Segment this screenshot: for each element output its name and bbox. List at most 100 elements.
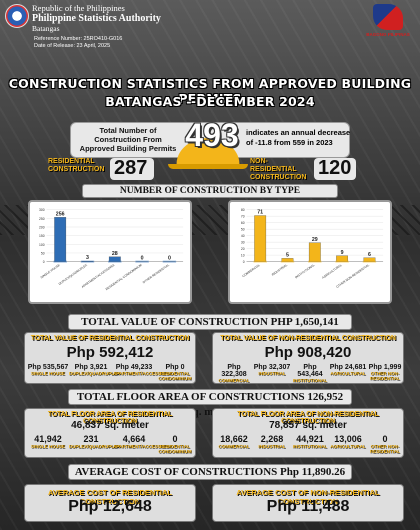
- avg-cost-header: AVERAGE COST OF CONSTRUCTIONS Php 11,890…: [68, 464, 352, 480]
- bagong-pilipinas-text: BAGONG PILIPINAS: [366, 32, 410, 37]
- nonresidential-floor-title: TOTAL FLOOR AREA OF NON-RESIDENTIAL CONS…: [237, 411, 379, 425]
- bar-base: [308, 260, 322, 263]
- residential-avg-title: AVERAGE COST OF RESIDENTIAL CONSTRUCTION: [47, 488, 173, 506]
- bar-base: [108, 260, 122, 263]
- residential-floor-card: TOTAL FLOOR AREA OF RESIDENTIAL CONSTRUC…: [24, 408, 196, 458]
- data-label: 71: [257, 210, 263, 216]
- residential-value-title: TOTAL VALUE OF RESIDENTIAL CONSTRUCTION: [30, 335, 190, 342]
- bar: [54, 217, 67, 262]
- value-res-item: Php 49,233 APARTMENT/ACCESSORIA: [113, 364, 173, 376]
- residential-avg-card: AVERAGE COST OF RESIDENTIAL CONSTRUCTION…: [24, 484, 196, 522]
- y-tick-label: 100: [39, 243, 45, 247]
- residential-floor-title: TOTAL FLOOR AREA OF RESIDENTIAL CONSTRUC…: [47, 411, 173, 425]
- agency-name: Philippine Statistics Authority: [32, 13, 161, 24]
- category-label: COMMERCIAL: [241, 263, 261, 278]
- hard-hat-icon: [168, 131, 248, 169]
- category-label: INSTITUTIONAL: [294, 263, 315, 280]
- nonresidential-value-card: TOTAL VALUE OF NON-RESIDENTIAL CONSTRUCT…: [212, 332, 404, 384]
- nonresidential-value-total: Php 908,420: [264, 344, 352, 361]
- y-tick-label: 80: [241, 208, 245, 212]
- value-res-item: Php 0 RESIDENTIAL CONDOMINIUM: [158, 364, 192, 381]
- floor-res-item: 231 DUPLEX/QUADRUPLEX: [69, 434, 121, 449]
- residential-floor-total: 46,837 sq. meter: [71, 420, 149, 431]
- floor-area-header: TOTAL FLOOR AREA OF CONSTRUCTIONS 126,95…: [68, 389, 352, 418]
- residential-chart-panel: 300 250 200 150 100 50 0 256 SINGLE HOUSE 3 DUPLEX…: [28, 200, 192, 304]
- floor-nonres-item: 18,662 COMMERCIAL: [218, 434, 250, 449]
- bar-base: [335, 260, 349, 263]
- main-title-line1: CONSTRUCTION STATISTICS FROM APPROVED BU…: [8, 76, 412, 106]
- nonresidential-value-title: TOTAL VALUE OF NON-RESIDENTIAL CONSTRUCT…: [220, 335, 396, 342]
- category-label: DUPLEX/QUADRUPLEX: [58, 263, 88, 286]
- y-tick-label: 200: [39, 225, 45, 229]
- nonresidential-avg-value: Php 11,488: [266, 498, 350, 515]
- value-nonres-item: Php 543,464 INSTITUTIONAL: [292, 364, 328, 383]
- bar-base: [135, 260, 149, 263]
- value-nonres-item: Php 322,308 COMMERCIAL: [218, 364, 250, 383]
- floor-nonres-item: 13,006 AGRICULTURAL: [330, 434, 366, 449]
- bar-base: [80, 260, 95, 263]
- nonresidential-value-box: [314, 158, 356, 180]
- value-res-item: Php 535,567 SINGLE HOUSE: [27, 364, 69, 376]
- bar-base: [253, 260, 267, 263]
- data-label: 9: [341, 250, 344, 256]
- floor-nonres-item: 0 OTHER NON-RESIDENTIAL: [369, 434, 400, 454]
- y-tick-label: 60: [241, 221, 245, 225]
- data-label: 29: [312, 237, 318, 243]
- value-nonres-item: Php 1,999 OTHER NON-RESIDENTIAL: [368, 364, 402, 381]
- y-tick-label: 20: [241, 247, 245, 251]
- value-nonres-item: Php 24,681 AGRICULTURAL: [329, 364, 367, 376]
- nonresidential-avg-title: AVERAGE COST OF NON-RESIDENTIAL CONSTRUC…: [236, 488, 380, 506]
- data-label: 6: [368, 252, 371, 258]
- floor-res-item: 4,664 APARTMENT/ACCESSORIA: [113, 434, 173, 449]
- nonresidential-chart-panel: 80 70 60 50 40 30 20 10 0 71 COMMERCIAL 5 INDUSTRIAL…: [228, 200, 392, 304]
- bar-base: [362, 260, 377, 263]
- main-title-line2: BATANGAS - DECEMBER 2024: [105, 94, 315, 109]
- bar: [254, 215, 267, 262]
- province-name: Batangas: [32, 24, 60, 33]
- republic-line: Republic of the Philippines: [32, 3, 125, 13]
- floor-res-item: 0 RESIDENTIAL CONDOMINIUM: [158, 434, 192, 454]
- nonresidential-floor-total: 78,857 sq. meter: [269, 420, 347, 431]
- residential-count: 287: [114, 157, 148, 179]
- y-tick-label: 300: [39, 208, 45, 212]
- residential-value-total: Php 592,412: [66, 344, 154, 361]
- data-label: 5: [286, 252, 289, 258]
- agency-block: Republic of the Philippines Philippine S…: [32, 3, 161, 33]
- psa-seal-icon: [5, 4, 29, 28]
- y-tick-label: 30: [241, 241, 245, 245]
- residential-value-box: [110, 158, 154, 180]
- y-tick-label: 0: [243, 260, 245, 264]
- category-label: INDUSTRIAL: [271, 263, 288, 277]
- y-tick-label: 70: [241, 215, 245, 219]
- value-res-item: Php 3,921 DUPLEX/QUADRUPLEX: [69, 364, 121, 376]
- data-label: 0: [168, 256, 171, 262]
- reference-number: Reference Number: 25RO410-G016: [34, 36, 123, 42]
- y-tick-label: 250: [39, 217, 45, 221]
- bagong-pilipinas-icon: [373, 4, 403, 30]
- total-value-header: TOTAL VALUE OF CONSTRUCTION PHP 1,650,14…: [68, 314, 352, 330]
- bar-base: [280, 260, 295, 263]
- y-tick-label: 50: [241, 228, 245, 232]
- y-tick-label: 150: [39, 234, 45, 238]
- floor-nonres-item: 44,921 INSTITUTIONAL: [292, 434, 328, 449]
- floor-res-item: 41,942 SINGLE HOUSE: [30, 434, 65, 449]
- data-label: 0: [141, 256, 144, 262]
- total-value: 493: [185, 117, 239, 153]
- residential-avg-value: Php 12,648: [68, 498, 152, 515]
- data-label: 3: [86, 255, 89, 261]
- total-label: Total Number of Construction From Approv…: [79, 126, 177, 153]
- bar-base: [162, 260, 177, 263]
- release-date: Date of Release: 23 April, 2025: [34, 42, 111, 49]
- bar-base: [53, 260, 67, 263]
- category-label: OTHER RESIDENTIAL: [142, 263, 170, 285]
- y-tick-label: 0: [43, 260, 45, 264]
- number-by-type-header: NUMBER OF CONSTRUCTION BY TYPE: [82, 184, 338, 198]
- nonresidential-label: NON-RESIDENTIAL CONSTRUCTION: [250, 158, 307, 181]
- data-label: 256: [56, 211, 65, 217]
- header: Republic of the Philippines Philippine S…: [0, 0, 420, 60]
- category-label: AGRICULTURAL: [321, 263, 343, 280]
- reference-block: Reference Number: 25RO410-G016 Date of R…: [34, 36, 122, 49]
- nonresidential-count: 120: [318, 157, 352, 179]
- category-label: SINGLE HOUSE: [40, 263, 61, 279]
- nonresidential-floor-card: TOTAL FLOOR AREA OF NON-RESIDENTIAL CONS…: [212, 408, 404, 458]
